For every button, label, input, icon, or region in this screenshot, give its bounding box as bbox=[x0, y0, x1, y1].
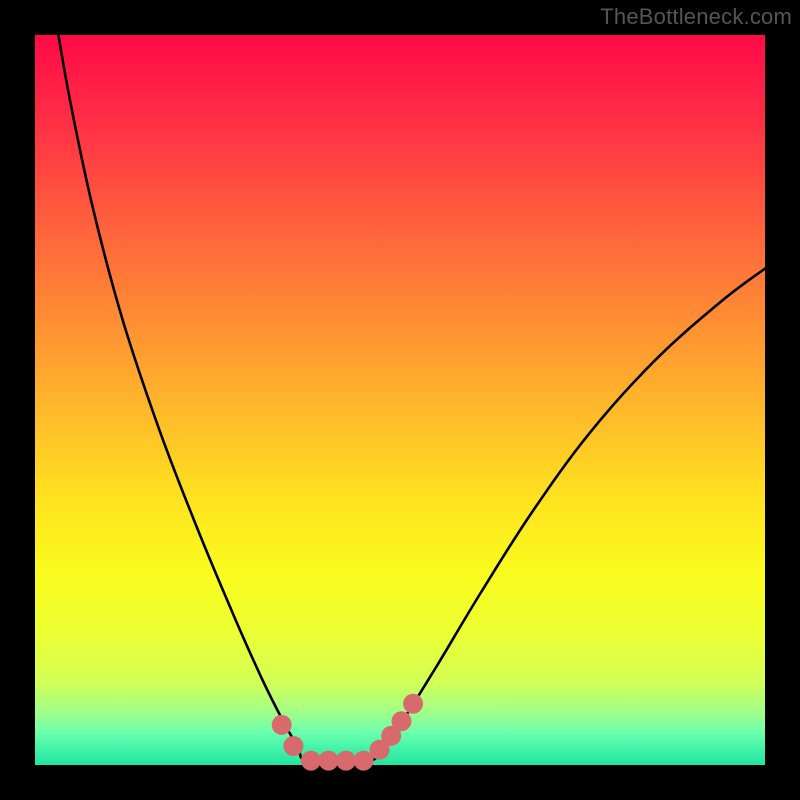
data-marker bbox=[336, 751, 356, 771]
data-marker bbox=[272, 715, 292, 735]
data-marker bbox=[301, 751, 321, 771]
data-marker bbox=[392, 711, 412, 731]
data-marker bbox=[319, 751, 339, 771]
bottleneck-chart bbox=[0, 0, 800, 800]
data-marker bbox=[403, 694, 423, 714]
watermark-text: TheBottleneck.com bbox=[600, 4, 792, 30]
plot-background bbox=[35, 35, 765, 765]
chart-frame: TheBottleneck.com bbox=[0, 0, 800, 800]
data-marker bbox=[283, 736, 303, 756]
